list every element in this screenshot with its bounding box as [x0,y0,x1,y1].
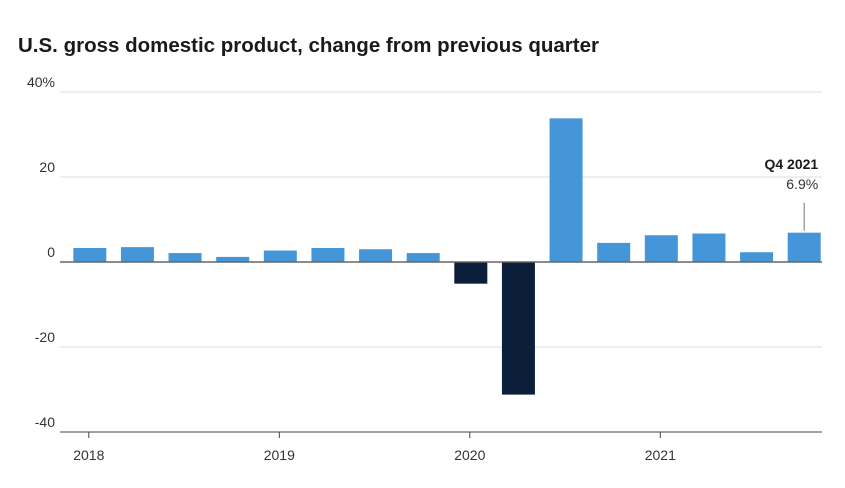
bar-2020-Q4 [597,242,631,262]
annotation-value: 6.9% [786,176,818,192]
bar-2018-Q1 [73,247,107,262]
bar-2018-Q3 [168,253,202,262]
bar-2018-Q4 [216,256,250,262]
bar-2020-Q1 [454,262,488,284]
bar-2020-Q3 [549,118,583,262]
bar-2019-Q1 [263,250,297,262]
y-tick-label: -20 [35,329,55,345]
axes: 40% 20 0 -20 -40 2018 2019 2020 2021 [27,74,822,463]
annotation: Q4 2021 6.9% [764,156,818,231]
x-tick-label: 2019 [264,447,295,463]
y-tick-label: 20 [39,159,55,175]
bar-2018-Q2 [120,247,154,262]
annotation-label: Q4 2021 [764,156,818,172]
bar-2021-Q3 [740,252,774,262]
chart-title: U.S. gross domestic product, change from… [18,34,599,57]
bar-2021-Q2 [692,233,726,262]
bar-2019-Q2 [311,247,345,262]
x-tick-label: 2020 [454,447,485,463]
y-tick-label: 0 [47,244,55,260]
x-tick-label: 2021 [645,447,676,463]
bars [73,118,821,395]
y-tick-label: 40% [27,74,55,90]
bar-2021-Q1 [644,235,678,262]
x-tick-label: 2018 [73,447,104,463]
bar-2019-Q4 [406,253,440,262]
y-tick-label: -40 [35,414,55,430]
bar-2020-Q2 [501,262,535,395]
bar-2019-Q3 [359,249,393,262]
bar-2021-Q4 [787,232,821,262]
